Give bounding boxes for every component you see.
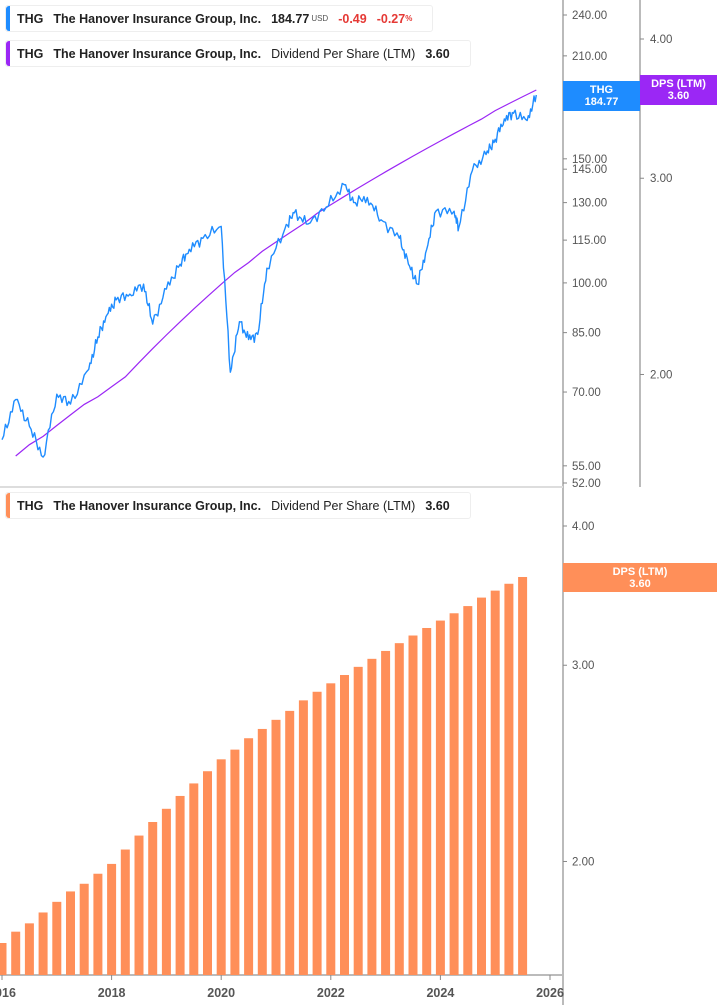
dps-bar [422, 627, 432, 975]
legend-color-swatch [6, 493, 10, 518]
dps-bar [340, 675, 349, 975]
dps-bar [257, 728, 267, 975]
dps-axis-tag: DPS (LTM) 3.60 [640, 75, 717, 105]
dps-bar [394, 643, 404, 975]
dps-bar [298, 700, 308, 975]
price-tick-label: 115.00 [572, 235, 606, 247]
dps-bar [244, 738, 254, 975]
dps-bar [490, 590, 500, 975]
dps-bar [449, 613, 459, 975]
price-tick-label: 52.00 [572, 478, 601, 490]
dps-bar [120, 849, 130, 975]
dps-bar [11, 931, 21, 975]
dps-tag-label: DPS (LTM) [651, 78, 706, 90]
legend-change: -0.49 [338, 11, 367, 26]
dps-bar-tick-label: 3.00 [572, 660, 594, 672]
dps-bar [189, 783, 199, 975]
price-axis-tag: THG 184.77 [563, 81, 640, 111]
dps-bar [175, 795, 185, 975]
dps-bar [66, 891, 75, 975]
dps-bar [79, 883, 89, 975]
dps-tag-value: 3.60 [667, 90, 690, 102]
legend-value: 3.60 [425, 46, 450, 61]
price-tick-label: 240.00 [572, 10, 607, 22]
dps-bar [107, 863, 117, 975]
x-tick-label: 2022 [317, 986, 345, 1000]
dps-bar [408, 635, 418, 975]
x-tick-label: 2026 [536, 986, 564, 1000]
legend-metric: Dividend Per Share (LTM) [271, 46, 416, 61]
legend-pct-sign: % [405, 14, 413, 23]
dps-bar [161, 808, 171, 975]
dps-bar [148, 821, 158, 975]
legend-color-swatch [6, 6, 10, 31]
legend-color-swatch [6, 41, 10, 66]
dps-bar [463, 606, 473, 975]
legend-ticker: THG [17, 11, 44, 26]
dps-bar [52, 901, 62, 975]
legend-dps-top[interactable]: THG The Hanover Insurance Group, Inc. Di… [5, 40, 471, 67]
legend-company: The Hanover Insurance Group, Inc. [53, 46, 262, 61]
price-tick-label: 150.00 [572, 154, 607, 166]
dps-bar [504, 583, 514, 975]
dps-bar [203, 771, 212, 975]
dps-bar [24, 923, 34, 975]
dps-bar [38, 912, 48, 975]
dps-bar [271, 719, 281, 975]
legend-company: The Hanover Insurance Group, Inc. [53, 498, 262, 513]
price-tick-label: 145.00 [572, 164, 607, 176]
dps-bar [230, 749, 240, 975]
legend-ticker: THG [17, 46, 44, 61]
legend-price-value: 184.77 [271, 11, 310, 26]
dps-bar-tick-label: 2.00 [572, 856, 594, 868]
dps-bar-tick-label: 4.00 [572, 521, 594, 533]
dps-line [15, 89, 537, 457]
price-tick-label: 100.00 [572, 278, 607, 290]
dps-bar-tag-label: DPS (LTM) [612, 565, 668, 578]
legend-ticker: THG [17, 498, 44, 513]
dps-bar [381, 650, 391, 975]
price-tick-label: 55.00 [572, 461, 601, 473]
dps-bar [518, 576, 528, 975]
dps-bar [477, 597, 486, 975]
price-tick-label: 85.00 [572, 328, 601, 340]
legend-price[interactable]: THG The Hanover Insurance Group, Inc. 18… [5, 5, 434, 32]
x-tick-label: 2018 [98, 986, 126, 1000]
x-tick-label: 2020 [207, 986, 235, 1000]
dps-bar [0, 942, 7, 975]
dps-tick-label: 4.00 [650, 34, 672, 46]
legend-value: 3.60 [425, 498, 450, 513]
x-tick-label: 2024 [426, 986, 454, 1000]
dps-bar [312, 691, 322, 975]
dps-bar-axis-tag: DPS (LTM) 3.60 [563, 563, 717, 592]
dps-tick-label: 2.00 [650, 369, 672, 381]
legend-metric: Dividend Per Share (LTM) [271, 498, 416, 513]
price-tick-label: 210.00 [572, 51, 607, 63]
dps-tick-label: 3.00 [650, 173, 672, 185]
legend-change-pct: -0.27 [376, 11, 406, 26]
dps-bar [134, 835, 144, 975]
legend-dps-bottom[interactable]: THG The Hanover Insurance Group, Inc. Di… [5, 492, 471, 519]
legend-company: The Hanover Insurance Group, Inc. [53, 11, 262, 26]
dps-bar [353, 666, 363, 975]
price-tick-label: 70.00 [572, 387, 601, 399]
dps-bar [285, 710, 295, 975]
price-tag-value: 184.77 [584, 96, 619, 108]
dps-bar [326, 683, 336, 975]
price-line [1, 94, 537, 458]
dps-bar [435, 620, 445, 975]
dps-bar [367, 658, 377, 975]
price-tag-ticker: THG [589, 84, 614, 96]
dps-bar [216, 759, 226, 975]
legend-currency: USD [311, 14, 329, 23]
x-tick-label: 2016 [0, 986, 16, 1000]
dps-bar [93, 873, 103, 975]
dps-bar-tag-value: 3.60 [629, 577, 651, 590]
price-tick-label: 130.00 [572, 198, 607, 210]
